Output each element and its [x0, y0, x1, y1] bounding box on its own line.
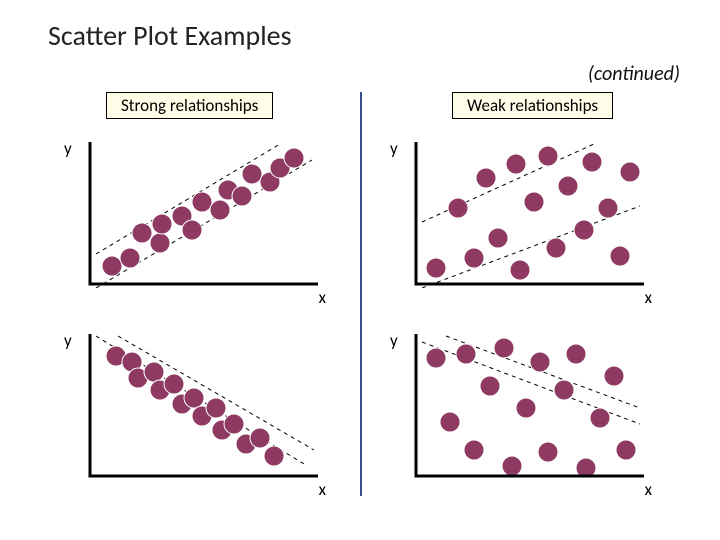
slide: { "title": "Scatter Plot Examples", "con…	[0, 0, 720, 540]
y-axis-label: y	[390, 330, 398, 351]
continued-label: (continued)	[588, 62, 680, 86]
y-axis-label: y	[64, 330, 72, 351]
plot-weak-positive: y x	[408, 138, 648, 288]
x-axis-label: x	[319, 479, 326, 500]
scatter-svg	[82, 330, 322, 480]
y-axis-label: y	[64, 138, 72, 159]
x-axis-label: x	[645, 479, 652, 500]
scatter-svg	[408, 330, 648, 480]
plot-strong-negative: y x	[82, 330, 322, 480]
y-axis-label: y	[390, 138, 398, 159]
x-axis-label: x	[645, 287, 652, 308]
column-divider	[360, 92, 362, 496]
x-axis-label: x	[319, 287, 326, 308]
page-title: Scatter Plot Examples	[48, 18, 292, 53]
header-weak: Weak relationships	[452, 92, 613, 119]
scatter-svg	[408, 138, 648, 288]
scatter-svg	[82, 138, 322, 288]
plot-weak-negative: y x	[408, 330, 648, 480]
plot-strong-positive: y x	[82, 138, 322, 288]
header-strong: Strong relationships	[106, 92, 273, 119]
